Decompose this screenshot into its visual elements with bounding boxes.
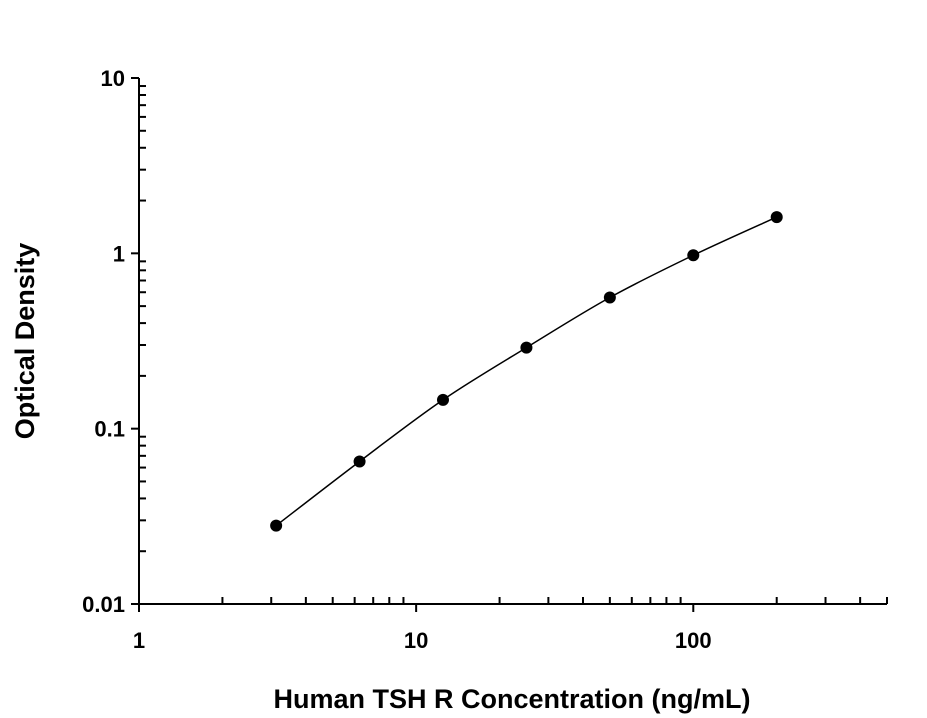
x-tick-label: 100 [675, 628, 712, 653]
tick-labels: 1 10 100 0.01 0.1 1 10 [82, 66, 711, 653]
x-tick-label: 1 [133, 628, 145, 653]
y-axis-title: Optical Density [10, 243, 40, 440]
data-point [270, 519, 283, 532]
data-point [687, 249, 700, 262]
y-tick-label: 1 [113, 241, 125, 266]
fit-curve [275, 216, 778, 527]
data-point [770, 211, 783, 224]
y-tick-label: 0.01 [82, 592, 125, 617]
data-point [520, 341, 533, 354]
y-tick-label: 0.1 [94, 417, 125, 442]
x-tick-label: 10 [404, 628, 428, 653]
data-point [353, 455, 366, 468]
x-axis-title: Human TSH R Concentration (ng/mL) [274, 684, 751, 714]
data-points [270, 211, 783, 532]
y-tick-label: 10 [101, 66, 125, 91]
axes [131, 77, 888, 612]
data-point [437, 393, 450, 406]
data-point [603, 291, 616, 304]
